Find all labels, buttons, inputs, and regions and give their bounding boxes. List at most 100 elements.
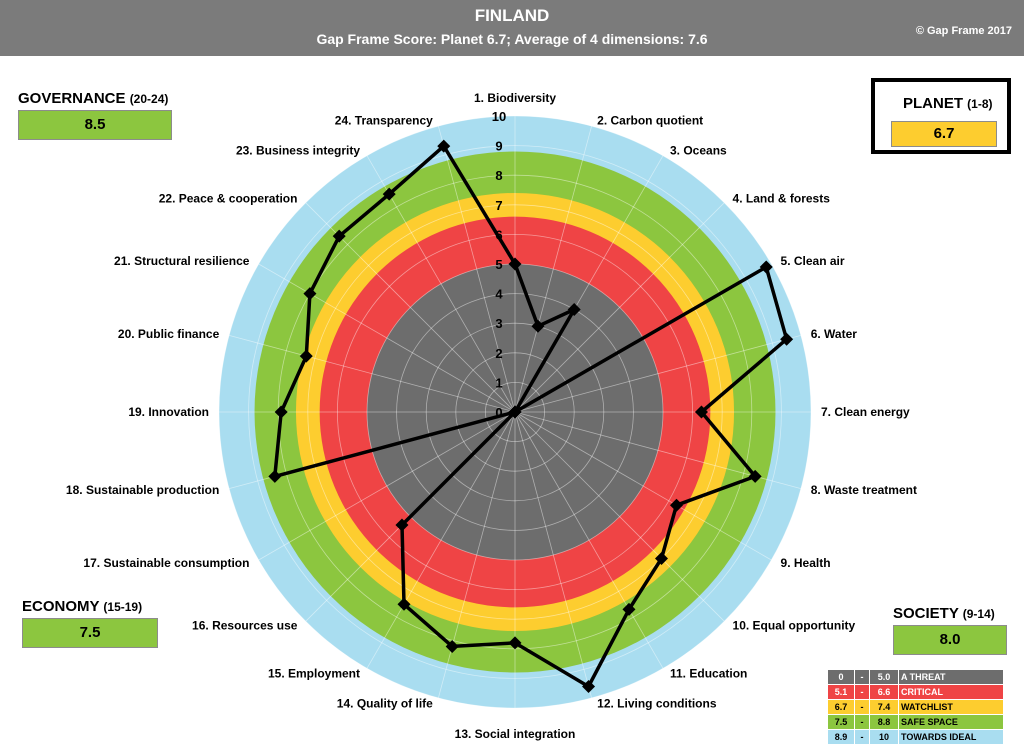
category-label: 17. Sustainable consumption bbox=[83, 556, 249, 570]
legend-row: 7.5-8.8 SAFE SPACE bbox=[827, 714, 1004, 730]
governance-range: (20-24) bbox=[129, 92, 169, 106]
legend-label: CRITICAL bbox=[898, 684, 1004, 700]
grid-ring bbox=[218, 115, 812, 709]
grid-spoke bbox=[438, 125, 516, 413]
category-label: 5. Clean air bbox=[781, 254, 845, 268]
grid-spoke bbox=[514, 411, 725, 622]
tick-label: 4 bbox=[495, 287, 503, 302]
category-label: 13. Social integration bbox=[455, 727, 576, 741]
planet-name: PLANET bbox=[903, 95, 963, 112]
data-point bbox=[531, 319, 545, 333]
legend-sep: - bbox=[854, 684, 870, 700]
category-label: 10. Equal opportunity bbox=[733, 619, 856, 633]
tick-label: 10 bbox=[492, 109, 506, 124]
chart-title: FINLAND bbox=[474, 6, 550, 25]
society-name: SOCIETY bbox=[893, 605, 959, 622]
legend-lo: 8.9 bbox=[827, 729, 855, 745]
economy-panel: ECONOMY (15-19) 7.5 bbox=[22, 598, 158, 648]
grid-ring bbox=[484, 381, 545, 442]
category-label: 6. Water bbox=[811, 327, 858, 341]
data-point bbox=[445, 639, 459, 653]
legend-hi: 6.6 bbox=[869, 684, 899, 700]
category-label: 16. Resources use bbox=[192, 619, 298, 633]
category-label: 2. Carbon quotient bbox=[597, 113, 703, 127]
grid-ring bbox=[307, 204, 723, 620]
data-point bbox=[655, 552, 669, 566]
grid-spoke bbox=[514, 411, 592, 699]
data-point bbox=[567, 302, 581, 316]
tick-label: 8 bbox=[495, 168, 502, 183]
data-point bbox=[748, 469, 762, 483]
grid-spoke bbox=[366, 155, 516, 413]
society-range: (9-14) bbox=[962, 607, 995, 621]
governance-name: GOVERNANCE bbox=[18, 90, 126, 107]
header-bar: FINLAND Gap Frame Score: Planet 6.7; Ave… bbox=[0, 0, 1024, 56]
grid-spoke bbox=[514, 411, 664, 669]
planet-panel: PLANET (1-8) 6.7 bbox=[871, 78, 1011, 154]
category-label: 14. Quality of life bbox=[337, 697, 433, 711]
governance-score: 8.5 bbox=[18, 110, 172, 140]
legend-table: 0-5.0 A THREAT 5.1-6.6 CRITICAL 6.7-7.4 WATCH… bbox=[827, 669, 1004, 745]
data-point bbox=[622, 602, 636, 616]
category-label: 23. Business integrity bbox=[236, 143, 360, 157]
governance-label: GOVERNANCE (20-24) bbox=[18, 90, 172, 107]
legend-label: TOWARDS IDEAL bbox=[898, 729, 1004, 745]
legend-sep: - bbox=[854, 699, 870, 715]
legend-row: 6.7-7.4 WATCHLIST bbox=[827, 699, 1004, 715]
tick-label: 0 bbox=[495, 405, 502, 420]
grid-spoke bbox=[514, 202, 725, 413]
society-label: SOCIETY (9-14) bbox=[893, 605, 1007, 622]
legend-hi: 5.0 bbox=[869, 669, 899, 685]
grid-spoke bbox=[514, 411, 772, 561]
tick-label: 9 bbox=[495, 139, 502, 154]
legend-label: SAFE SPACE bbox=[898, 714, 1004, 730]
economy-name: ECONOMY bbox=[22, 598, 100, 615]
chart-subtitle: Gap Frame Score: Planet 6.7; Average of … bbox=[316, 31, 708, 47]
grid-spoke bbox=[228, 335, 516, 413]
tick-label: 7 bbox=[495, 198, 502, 213]
legend-row: 8.9-10 TOWARDS IDEAL bbox=[827, 729, 1004, 745]
society-score: 8.0 bbox=[893, 625, 1007, 655]
legend-sep: - bbox=[854, 729, 870, 745]
category-label: 15. Employment bbox=[268, 667, 360, 681]
copyright-text: © Gap Frame 2017 bbox=[915, 25, 1012, 37]
data-point bbox=[508, 636, 522, 650]
data-point bbox=[694, 405, 708, 419]
legend-lo: 7.5 bbox=[827, 714, 855, 730]
legend-hi: 10 bbox=[869, 729, 899, 745]
data-point bbox=[299, 349, 313, 363]
grid-ring bbox=[396, 293, 634, 531]
category-label: 22. Peace & cooperation bbox=[159, 191, 298, 205]
planet-label: PLANET (1-8) bbox=[903, 95, 993, 112]
data-point bbox=[582, 679, 596, 693]
grid-spoke bbox=[258, 411, 516, 561]
category-label: 1. Biodiversity bbox=[474, 91, 556, 105]
data-point bbox=[508, 405, 522, 419]
tick-label: 2 bbox=[495, 346, 502, 361]
data-point bbox=[268, 469, 282, 483]
tick-label: 1 bbox=[495, 375, 502, 390]
legend-hi: 7.4 bbox=[869, 699, 899, 715]
legend-lo: 0 bbox=[827, 669, 855, 685]
grid-ring bbox=[425, 322, 605, 502]
legend-hi: 8.8 bbox=[869, 714, 899, 730]
category-label: 21. Structural resilience bbox=[114, 254, 250, 268]
data-point bbox=[508, 257, 522, 271]
legend-row: 0-5.0 A THREAT bbox=[827, 669, 1004, 685]
grid-spoke bbox=[366, 411, 516, 669]
planet-score: 6.7 bbox=[891, 121, 997, 147]
category-label: 11. Education bbox=[670, 667, 747, 681]
legend-label: WATCHLIST bbox=[898, 699, 1004, 715]
legend-lo: 6.7 bbox=[827, 699, 855, 715]
legend-lo: 5.1 bbox=[827, 684, 855, 700]
category-label: 7. Clean energy bbox=[821, 405, 910, 419]
category-label: 9. Health bbox=[781, 556, 831, 570]
data-point bbox=[759, 260, 773, 274]
data-point bbox=[332, 229, 346, 243]
data-point bbox=[780, 332, 794, 346]
tick-label: 5 bbox=[495, 257, 502, 272]
data-point bbox=[274, 405, 288, 419]
economy-range: (15-19) bbox=[103, 600, 143, 614]
grid-spoke bbox=[258, 263, 516, 413]
